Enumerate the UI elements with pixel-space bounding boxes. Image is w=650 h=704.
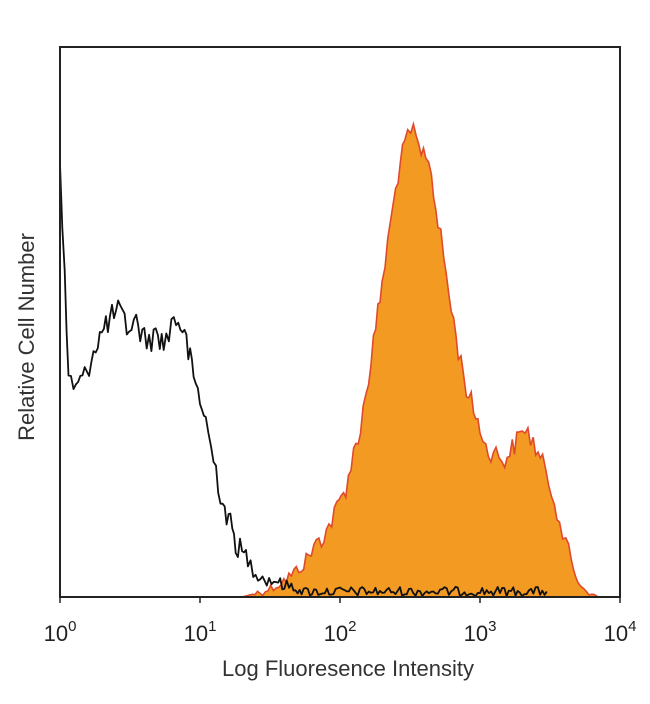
control-histogram-line bbox=[59, 163, 548, 598]
x-axis-label: Log Fluoresence Intensity bbox=[222, 656, 474, 681]
x-tick-label: 102 bbox=[324, 618, 357, 646]
x-tick-label: 104 bbox=[604, 618, 637, 646]
x-tick-label: 101 bbox=[184, 618, 217, 646]
x-tick-label: 103 bbox=[464, 618, 497, 646]
y-axis-label: Relative Cell Number bbox=[14, 233, 39, 441]
stained-histogram-area bbox=[60, 124, 599, 597]
plot-area bbox=[59, 121, 599, 598]
x-tick-label: 100 bbox=[44, 618, 77, 646]
x-tick-labels: 100 101 102 103 104 bbox=[44, 597, 637, 646]
